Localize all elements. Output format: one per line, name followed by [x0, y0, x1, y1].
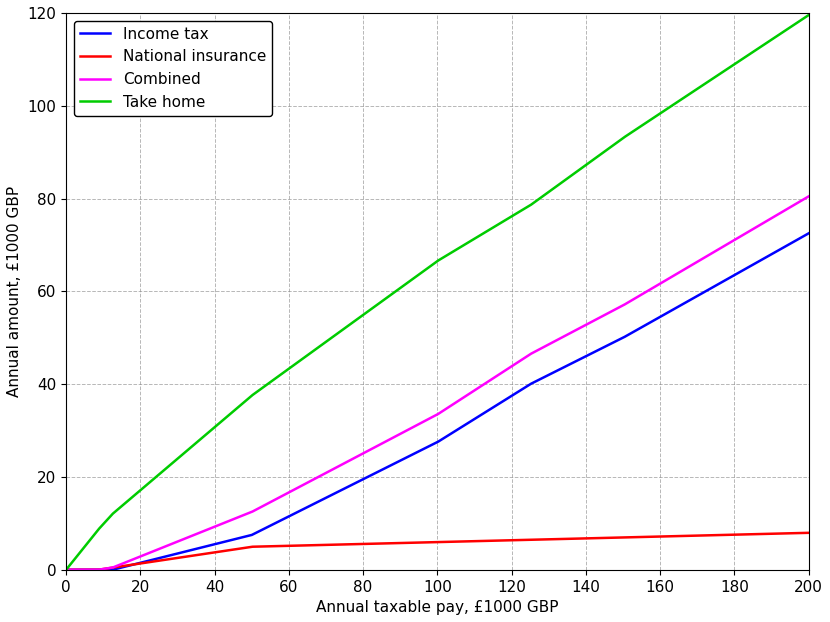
- Take home: [99, 519, 109, 527]
- X-axis label: Annual taxable pay, £1000 GBP: Annual taxable pay, £1000 GBP: [316, 600, 559, 615]
- Income tax: [646, 318, 656, 326]
- Income tax: [782, 242, 792, 249]
- Take home: [422, 265, 432, 272]
- Combined: [99, 565, 109, 573]
- Income tax: [422, 443, 432, 451]
- Take home: [403, 279, 413, 287]
- National insurance: [422, 539, 432, 546]
- National insurance: [803, 529, 813, 537]
- Combined: [782, 205, 792, 213]
- Combined: [403, 427, 413, 434]
- Take home: [646, 116, 656, 123]
- Y-axis label: Annual amount, £1000 GBP: Annual amount, £1000 GBP: [7, 186, 22, 397]
- Take home: [61, 566, 71, 573]
- Take home: [782, 26, 792, 34]
- Income tax: [99, 566, 109, 573]
- National insurance: [646, 533, 656, 541]
- Line: National insurance: National insurance: [66, 533, 808, 570]
- Income tax: [803, 230, 813, 237]
- National insurance: [403, 539, 413, 547]
- National insurance: [782, 530, 792, 537]
- Combined: [61, 566, 71, 573]
- Combined: [803, 193, 813, 200]
- Combined: [646, 285, 656, 293]
- Line: Take home: Take home: [66, 15, 808, 570]
- Line: Combined: Combined: [66, 197, 808, 570]
- Line: Income tax: Income tax: [66, 233, 808, 570]
- Income tax: [61, 566, 71, 573]
- Combined: [422, 416, 432, 424]
- National insurance: [99, 565, 109, 573]
- National insurance: [61, 566, 71, 573]
- Combined: [782, 205, 792, 213]
- Take home: [782, 26, 792, 33]
- Take home: [803, 11, 813, 19]
- Legend: Income tax, National insurance, Combined, Take home: Income tax, National insurance, Combined…: [74, 21, 272, 116]
- Income tax: [782, 242, 792, 249]
- National insurance: [782, 529, 792, 537]
- Income tax: [403, 453, 413, 461]
